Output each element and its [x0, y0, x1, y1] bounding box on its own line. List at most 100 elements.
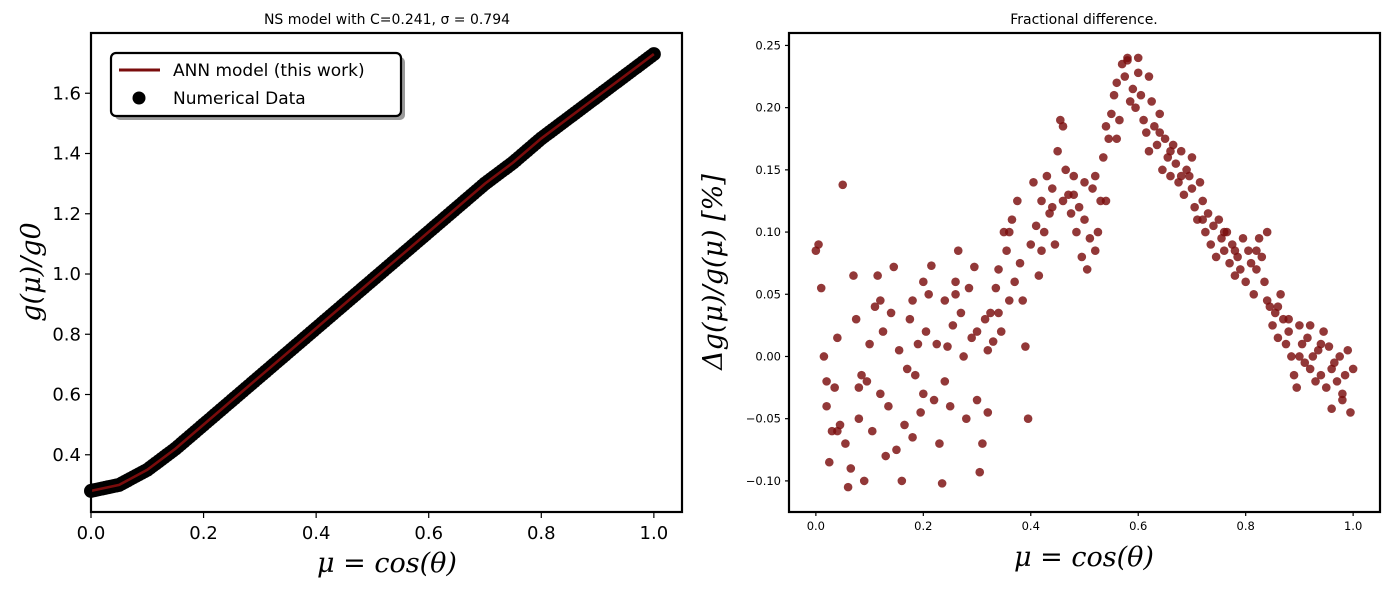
- fractional-difference-point: [972, 327, 982, 336]
- fractional-difference-point: [1348, 364, 1358, 374]
- fractional-difference-point: [1131, 103, 1140, 112]
- fractional-difference-point: [945, 401, 955, 411]
- fractional-difference-point: [1004, 227, 1014, 237]
- fractional-difference-point: [1039, 227, 1049, 237]
- y-tick-label: 1.4: [52, 144, 81, 165]
- legend-box: [109, 51, 403, 118]
- fractional-difference-point: [859, 476, 869, 486]
- fractional-difference-point: [910, 370, 920, 380]
- fractional-difference-point: [1176, 146, 1186, 156]
- fractional-difference-point: [862, 377, 872, 386]
- right-chart-title: Fractional difference.: [1010, 12, 1158, 28]
- fractional-difference-point: [1206, 240, 1216, 249]
- fractional-difference-point: [1155, 109, 1165, 119]
- fractional-difference-point: [994, 308, 1003, 318]
- fractional-difference-point: [1335, 352, 1345, 361]
- right-y-axis-label: Δg(μ)/g(μ) [%]: [698, 174, 729, 371]
- right-x-ticks: 0.0 0.2 0.4 0.6 0.8 1.0: [807, 512, 1362, 533]
- fractional-difference-point: [964, 283, 974, 293]
- fractional-difference-point: [1252, 246, 1261, 256]
- fractional-difference-point: [1125, 97, 1135, 106]
- fractional-difference-point: [857, 370, 866, 380]
- fractional-difference-point: [1136, 90, 1146, 100]
- x-tick-label: 0.0: [77, 523, 106, 544]
- fractional-difference-point: [1085, 233, 1095, 243]
- x-tick-label: 0.6: [1129, 519, 1147, 533]
- fractional-difference-point: [1257, 252, 1267, 262]
- fractional-difference-point: [1141, 128, 1151, 137]
- fractional-difference-point: [1230, 246, 1240, 256]
- fractional-difference-point: [822, 401, 831, 411]
- fractional-difference-point: [1236, 265, 1245, 274]
- fractional-difference-point: [846, 464, 856, 473]
- fractional-difference-point: [983, 408, 993, 417]
- fractional-difference-point: [816, 283, 826, 293]
- fractional-difference-point: [986, 308, 995, 318]
- fractional-difference-point: [980, 314, 990, 324]
- fractional-difference-point: [870, 302, 880, 312]
- fractional-difference-point: [1171, 159, 1181, 168]
- fractional-difference-point: [1262, 227, 1272, 237]
- left-chart-marks: [84, 47, 661, 498]
- fractional-difference-point: [1201, 227, 1210, 237]
- fractional-difference-point: [867, 426, 877, 436]
- fractional-difference-point: [822, 377, 831, 386]
- x-tick-label: 0.2: [914, 519, 932, 533]
- fractional-difference-point: [1155, 128, 1165, 137]
- fractional-difference-point: [937, 479, 947, 488]
- y-tick-label: 0.20: [755, 101, 781, 115]
- fractional-difference-point: [1316, 370, 1326, 380]
- fractional-difference-point: [1225, 258, 1234, 268]
- fractional-difference-point: [1109, 90, 1119, 100]
- fractional-difference-point: [878, 327, 888, 336]
- right-y-ticks: −0.10 −0.05 0.00 0.05 0.10 0.15 0.20 0.25: [746, 38, 789, 488]
- fractional-difference-point: [1346, 408, 1355, 417]
- fractional-difference-point: [1147, 97, 1156, 106]
- fractional-difference-point: [894, 345, 904, 355]
- fractional-difference-point: [1246, 258, 1256, 268]
- fractional-difference-point: [1080, 177, 1089, 187]
- fractional-difference-point: [1150, 122, 1159, 131]
- fractional-difference-point: [996, 327, 1006, 336]
- fractional-difference-point: [1026, 240, 1036, 249]
- x-tick-label: 0.8: [527, 523, 556, 544]
- fractional-difference-point: [1295, 321, 1304, 330]
- fractional-difference-point: [978, 439, 987, 448]
- fractional-difference-point: [908, 296, 917, 305]
- right-chart-marks: [811, 53, 1358, 492]
- fractional-difference-point: [1338, 389, 1347, 399]
- fractional-difference-point: [1321, 383, 1331, 392]
- fractional-difference-point: [1327, 364, 1336, 374]
- left-y-axis-label: g(μ)/g0: [16, 222, 47, 321]
- fractional-difference-point: [854, 414, 864, 423]
- fractional-difference-point: [819, 352, 829, 361]
- fractional-difference-point: [1273, 302, 1283, 312]
- fractional-difference-point: [1133, 68, 1143, 78]
- fractional-difference-point: [983, 345, 993, 355]
- y-tick-label: 1.6: [52, 83, 81, 104]
- fractional-difference-point: [967, 333, 976, 343]
- fractional-difference-point: [1101, 196, 1111, 206]
- fractional-difference-point: [833, 333, 842, 343]
- fractional-difference-point: [905, 314, 915, 324]
- fractional-difference-point: [1004, 296, 1014, 305]
- legend-label-numerical-data: Numerical Data: [173, 89, 306, 109]
- fractional-difference-point: [1254, 233, 1264, 243]
- fractional-difference-point: [1244, 246, 1253, 256]
- fractional-difference-point: [919, 277, 928, 287]
- fractional-difference-point: [1184, 171, 1194, 181]
- fractional-difference-point: [1034, 271, 1044, 280]
- fractional-difference-point: [1010, 277, 1019, 287]
- fractional-difference-point: [1123, 56, 1132, 65]
- fractional-difference-point: [1115, 115, 1124, 125]
- x-tick-label: 0.8: [1237, 519, 1255, 533]
- fractional-difference-point: [929, 395, 939, 405]
- fractional-difference-point: [1082, 265, 1092, 274]
- y-tick-label: 1.2: [52, 204, 81, 225]
- y-tick-label: 0.4: [52, 445, 81, 466]
- fractional-difference-point: [921, 327, 931, 336]
- fractional-difference-point: [1077, 252, 1087, 262]
- fractional-difference-point: [843, 482, 853, 492]
- fractional-difference-point: [913, 339, 923, 349]
